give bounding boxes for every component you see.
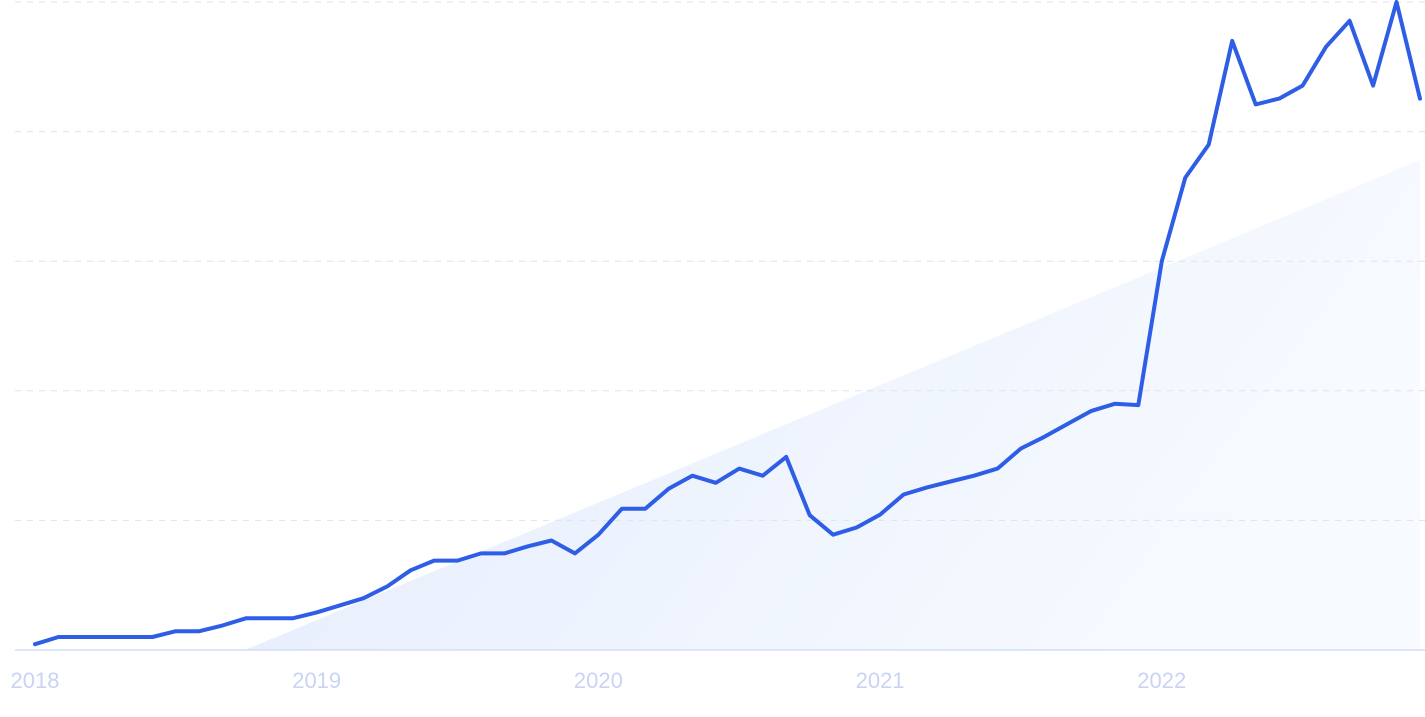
trend-line xyxy=(33,0,1422,647)
x-tick-label: 2021 xyxy=(856,668,905,693)
x-tick-label: 2018 xyxy=(11,668,60,693)
x-tick-label: 2022 xyxy=(1137,668,1186,693)
x-tick-label: 2020 xyxy=(574,668,623,693)
x-tick-label: 2019 xyxy=(292,668,341,693)
background-wedge xyxy=(245,160,1420,650)
